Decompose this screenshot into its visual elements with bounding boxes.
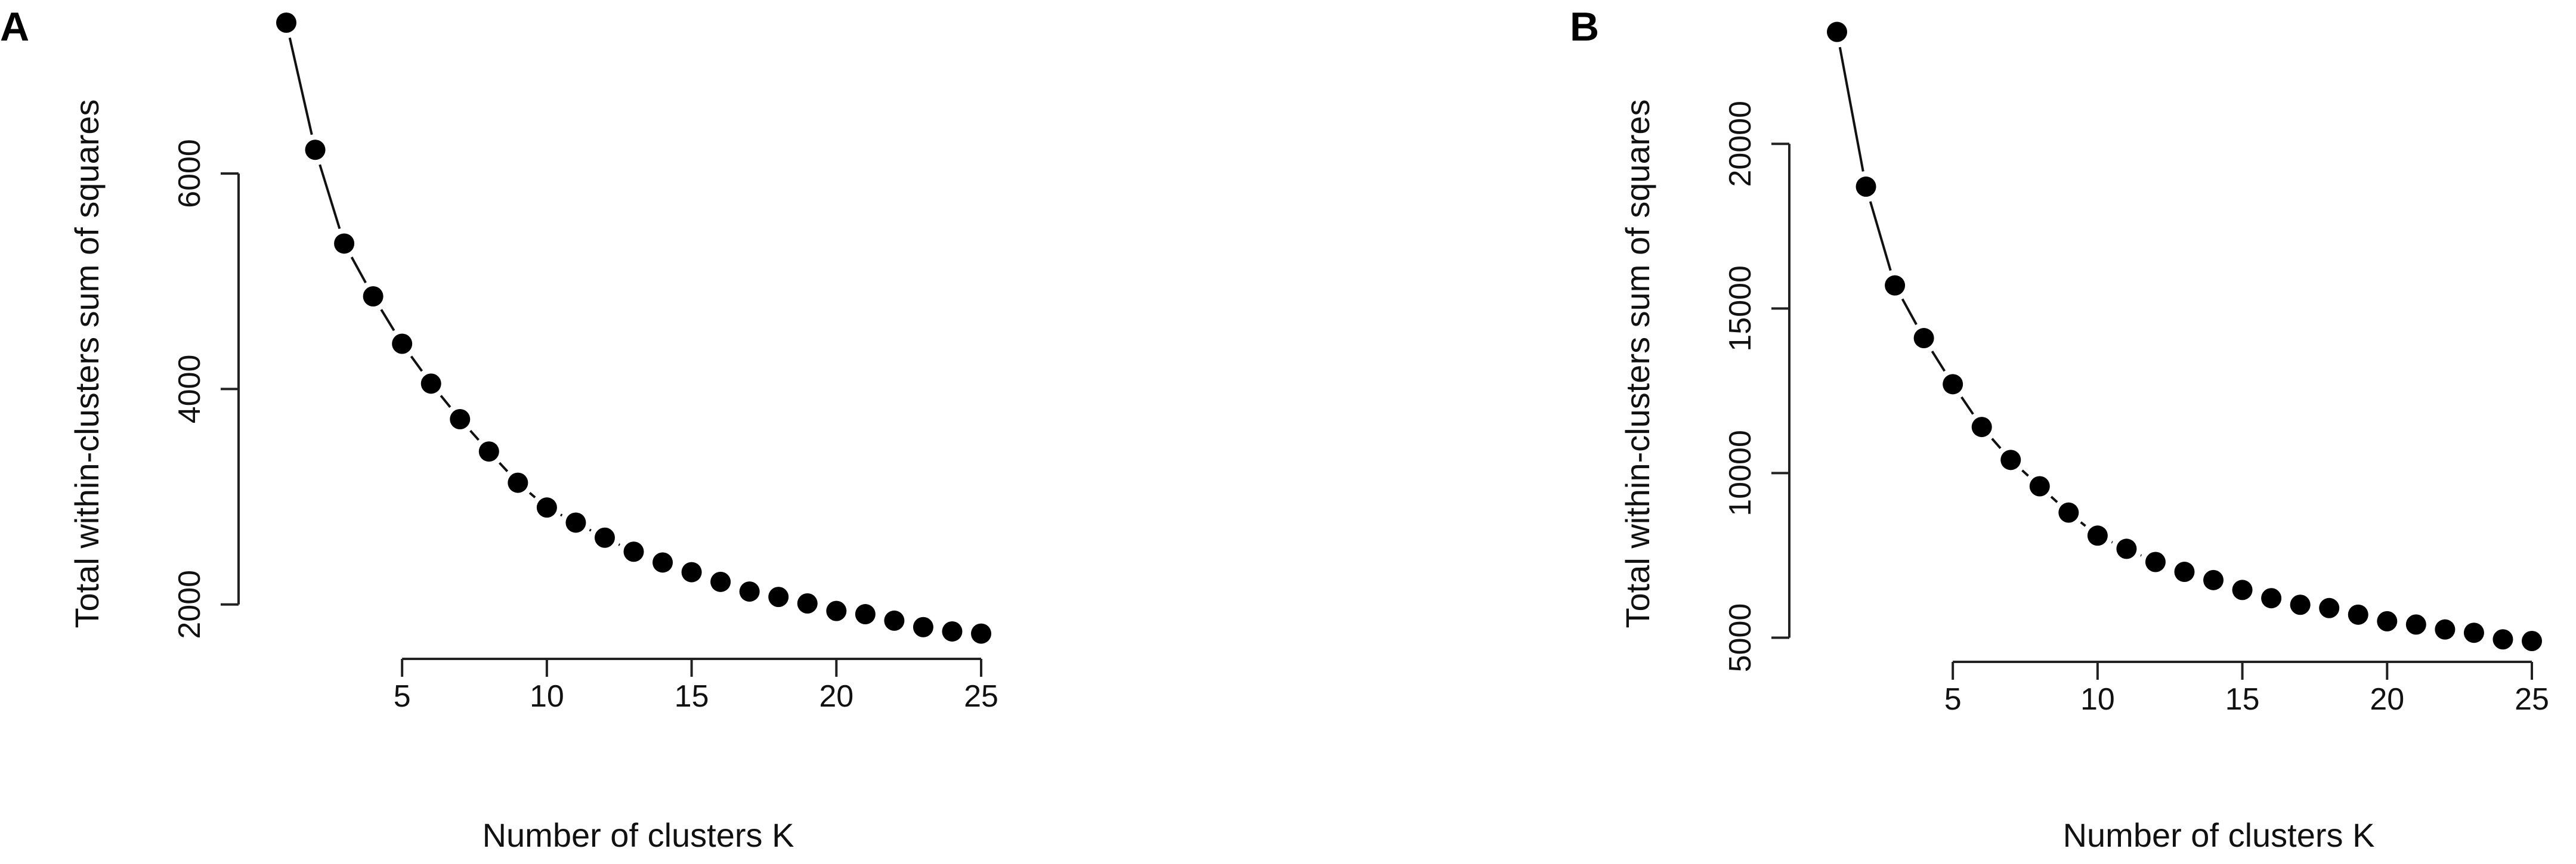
data-point xyxy=(913,617,933,637)
data-point xyxy=(2492,629,2513,650)
data-point xyxy=(2348,604,2368,625)
data-point xyxy=(392,333,413,354)
data-point xyxy=(2290,594,2311,615)
x-tick-label: 25 xyxy=(964,679,998,714)
data-point xyxy=(2522,631,2542,651)
data-point xyxy=(2000,450,2021,470)
data-point xyxy=(1885,275,1906,296)
data-point xyxy=(508,472,528,493)
data-point xyxy=(2058,502,2079,523)
data-point xyxy=(2319,597,2340,618)
x-tick-label: 15 xyxy=(675,679,709,714)
x-tick-label: 10 xyxy=(530,679,564,714)
series-segment xyxy=(1901,298,1918,326)
data-point xyxy=(710,571,731,592)
data-point xyxy=(334,233,355,254)
series-segment xyxy=(2111,541,2113,544)
series-segment xyxy=(440,395,452,408)
series-segment xyxy=(2050,496,2058,503)
y-tick-label: 15000 xyxy=(1723,265,1758,352)
data-point xyxy=(1913,328,1934,349)
data-point xyxy=(420,373,441,394)
x-tick-label: 5 xyxy=(394,679,411,714)
data-point xyxy=(478,441,499,462)
x-tick-label: 15 xyxy=(2225,682,2260,717)
data-point xyxy=(826,600,847,621)
data-point xyxy=(681,562,702,583)
data-point xyxy=(450,408,471,429)
data-point xyxy=(2232,580,2253,600)
data-point xyxy=(1856,176,1876,197)
data-point xyxy=(2435,619,2456,640)
series-segment xyxy=(1869,201,1892,271)
data-point xyxy=(276,13,296,33)
x-tick-label: 10 xyxy=(2080,682,2115,717)
panel-label-b: B xyxy=(1570,4,1599,49)
y-tick-label: 10000 xyxy=(1723,430,1758,516)
y-tick-label: 4000 xyxy=(172,355,207,424)
data-point xyxy=(2261,588,2282,609)
data-point xyxy=(768,587,789,608)
series-segment xyxy=(1991,438,2002,450)
x-tick-label: 25 xyxy=(2515,682,2549,717)
data-point xyxy=(1943,374,1963,395)
data-point xyxy=(2203,569,2224,590)
chart-panel-a: A Number of clusters K Total within-clus… xyxy=(0,4,998,854)
data-point xyxy=(594,527,615,548)
series-segment xyxy=(2080,521,2086,527)
x-tick-label: 20 xyxy=(819,679,853,714)
series-segment xyxy=(498,462,509,472)
series-segment xyxy=(380,309,395,332)
data-point xyxy=(2405,614,2426,635)
series-segment xyxy=(410,355,423,372)
data-point xyxy=(623,541,644,562)
data-point xyxy=(652,552,673,573)
series-segment xyxy=(288,37,313,135)
data-point xyxy=(739,581,760,602)
series-segment xyxy=(528,491,536,498)
data-point xyxy=(971,623,991,644)
data-point xyxy=(855,604,876,625)
x-tick-label: 20 xyxy=(2370,682,2404,717)
series-segment xyxy=(1960,396,1974,415)
series-segment xyxy=(2021,469,2029,477)
x-axis-title-a: Number of clusters K xyxy=(483,816,794,854)
y-axis-title-a: Total within-clusters sum of squares xyxy=(68,99,106,628)
data-point xyxy=(1971,417,1992,438)
data-point xyxy=(305,140,326,160)
series-segment xyxy=(618,543,620,546)
data-point xyxy=(363,286,384,306)
data-point xyxy=(942,621,963,642)
data-point xyxy=(2145,552,2166,572)
series-segment xyxy=(469,430,480,441)
series-segment xyxy=(1838,47,1864,172)
y-tick-label: 5000 xyxy=(1723,603,1758,673)
data-point xyxy=(2116,538,2137,559)
y-axis-title-b: Total within-clusters sum of squares xyxy=(1619,99,1656,628)
chart-panel-b: B Number of clusters K Total within-clus… xyxy=(1570,4,2549,854)
data-point xyxy=(2029,476,2050,497)
series-segment xyxy=(1931,350,1946,372)
data-point xyxy=(797,593,818,614)
data-point xyxy=(565,512,586,533)
data-point xyxy=(536,497,557,518)
data-point xyxy=(1827,21,1847,42)
series-segment xyxy=(318,164,341,230)
series-segment xyxy=(589,528,592,532)
data-point xyxy=(884,610,905,631)
x-axis-title-b: Number of clusters K xyxy=(2063,816,2375,854)
data-point xyxy=(2463,623,2484,643)
series-segment xyxy=(350,256,367,284)
data-point xyxy=(2087,525,2108,546)
data-point xyxy=(2377,611,2398,631)
data-point xyxy=(2174,562,2195,583)
y-tick-label: 6000 xyxy=(172,139,207,208)
panel-label-a: A xyxy=(0,4,29,49)
x-tick-label: 5 xyxy=(1944,682,1962,717)
y-tick-label: 20000 xyxy=(1723,101,1758,187)
y-tick-label: 2000 xyxy=(172,570,207,639)
